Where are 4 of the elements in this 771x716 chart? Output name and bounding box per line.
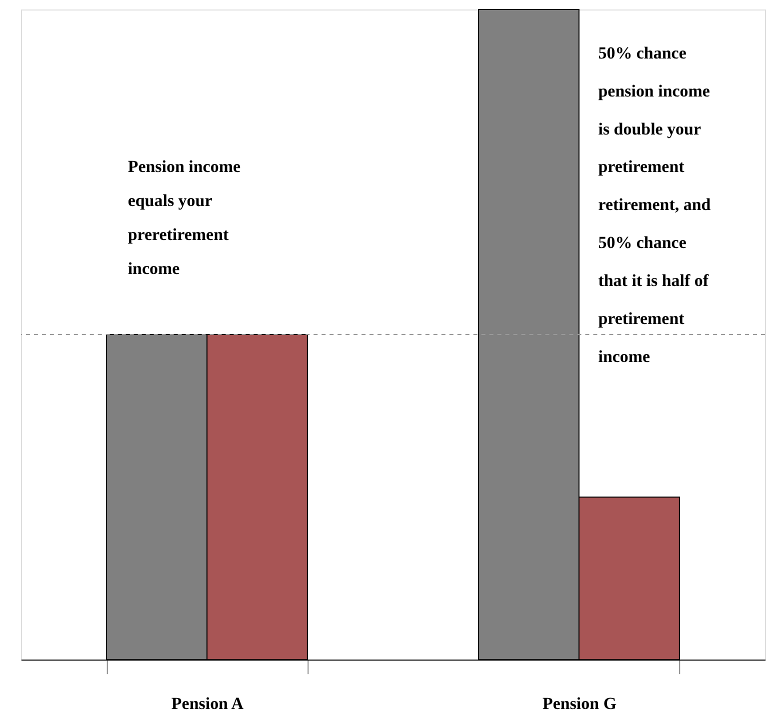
text: 50% chance pension income is double your pretirement retirement, and 50% chance that it is half of pretirement income	[598, 43, 711, 366]
x-tick-label: Pension G	[542, 694, 617, 714]
annotation: Pension income equals your preretirement income	[128, 157, 241, 278]
x-tick-label: Pension A	[171, 694, 244, 714]
